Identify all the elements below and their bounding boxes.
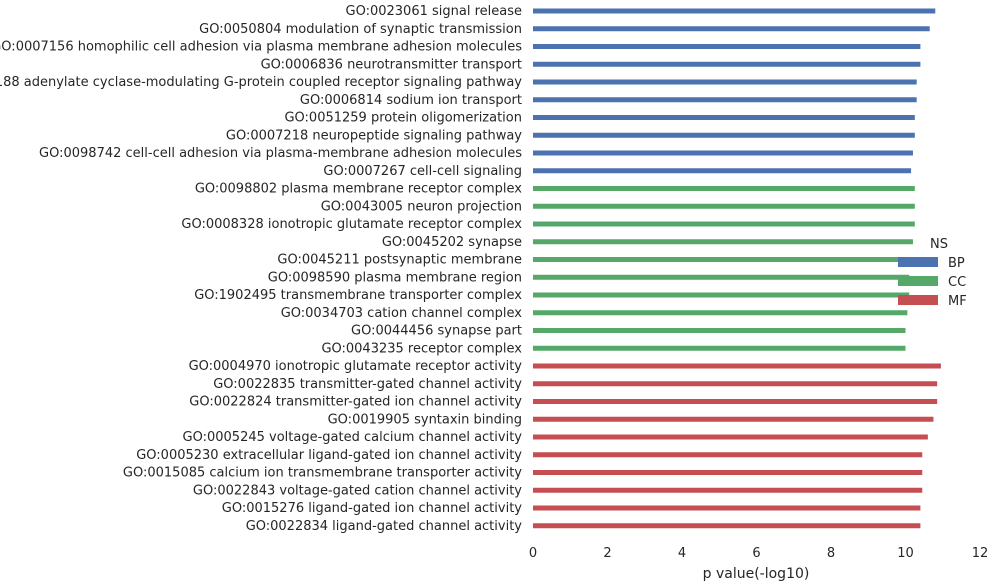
category-label: GO:0022843 voltage-gated cation channel …	[193, 483, 522, 498]
bar-cc	[533, 328, 906, 333]
bar-bp	[533, 97, 917, 103]
x-tick-label: 6	[752, 546, 760, 561]
x-axis-ticks: 0 2 4 6 8 10 12	[529, 546, 988, 561]
bar-cc	[533, 239, 913, 245]
legend-swatch-cc	[898, 276, 938, 286]
bar-cc	[533, 257, 912, 262]
x-tick-label: 4	[678, 546, 686, 561]
category-label: GO:0005245 voltage-gated calcium channel…	[183, 430, 523, 445]
x-axis-title: p value(-log10)	[703, 566, 810, 582]
category-label: GO:0007267 cell-cell signaling	[323, 164, 522, 179]
category-labels: GO:0023061 signal release GO:0050804 modu…	[0, 4, 522, 534]
bar-mf	[533, 381, 938, 387]
bar-cc	[533, 292, 910, 298]
category-label: GO:1902495 transmembrane transporter com…	[194, 288, 522, 303]
category-label: GO:0006814 sodium ion transport	[300, 93, 522, 108]
bar-mf	[533, 452, 923, 458]
x-tick-label: 2	[603, 546, 611, 561]
category-label: GO:0050804 modulation of synaptic transm…	[199, 22, 522, 37]
bar-cc	[533, 203, 915, 209]
category-label: GO:0007156 homophilic cell adhesion via …	[0, 40, 522, 55]
bar-mf	[533, 470, 923, 475]
bar-bp	[533, 8, 936, 14]
category-label: GO:0051259 protein oligomerization	[284, 111, 522, 126]
bar-bp	[533, 26, 930, 32]
bar-mf	[533, 399, 938, 404]
x-tick-label: 10	[897, 546, 914, 561]
category-label: GO:0043005 neuron projection	[321, 199, 522, 214]
category-label: GO:0015085 calcium ion transmembrane tra…	[123, 466, 522, 481]
category-label: GO:0023061 signal release	[346, 4, 522, 19]
category-label: GO:0043235 receptor complex	[321, 341, 522, 356]
legend-label-bp: BP	[948, 256, 965, 271]
category-label: GO:0015276 ligand-gated ion channel acti…	[222, 501, 523, 516]
bar-bp	[533, 44, 921, 49]
legend: NS BP CC MF	[898, 237, 967, 309]
bar-bp	[533, 61, 921, 67]
bar-cc	[533, 186, 915, 191]
category-label: GO:0008328 ionotropic glutamate receptor…	[181, 217, 522, 232]
category-label: GO:0022824 transmitter-gated ion channel…	[189, 395, 522, 410]
category-label: GO:0045211 postsynaptic membrane	[277, 253, 522, 268]
legend-swatch-mf	[898, 295, 938, 305]
bar-cc	[533, 310, 908, 316]
category-label: GO:0044456 synapse part	[351, 324, 522, 339]
bar-bp	[533, 79, 917, 85]
category-label: GO:0022834 ligand-gated channel activity	[246, 519, 523, 534]
bar-mf	[533, 363, 941, 369]
bar-bp	[533, 168, 912, 174]
x-tick-label: 8	[827, 546, 835, 561]
category-label: GO:0019905 syntaxin binding	[328, 412, 522, 427]
legend-label-cc: CC	[948, 275, 966, 290]
legend-title: NS	[930, 237, 948, 252]
category-label: GO:0045202 synapse	[382, 235, 522, 250]
category-label: GO:0022835 transmitter-gated channel act…	[213, 377, 522, 392]
category-label: GO:0004970 ionotropic glutamate receptor…	[189, 359, 523, 374]
category-label: GO:0098742 cell-cell adhesion via plasma…	[39, 146, 522, 161]
bar-mf	[533, 434, 928, 440]
bar-mf	[533, 523, 921, 529]
bars-layer	[533, 8, 941, 529]
category-label: GO:0098802 plasma membrane receptor comp…	[195, 182, 522, 197]
category-label: GO:0007218 neuropeptide signaling pathwa…	[226, 128, 522, 143]
category-label: GO:0034703 cation channel complex	[281, 306, 523, 321]
bar-mf	[533, 505, 921, 511]
x-tick-label: 0	[529, 546, 537, 561]
bar-bp	[533, 132, 915, 138]
bar-mf	[533, 416, 934, 422]
bar-bp	[533, 150, 913, 156]
category-label: GO:0005230 extracellular ligand-gated io…	[136, 448, 522, 463]
bar-bp	[533, 115, 915, 120]
bar-cc	[533, 221, 915, 227]
legend-label-mf: MF	[948, 294, 967, 309]
bar-mf	[533, 487, 923, 493]
category-label: GO:0098590 plasma membrane region	[268, 270, 522, 285]
bar-cc	[533, 274, 910, 280]
category-label: GO:0006836 neurotransmitter transport	[261, 57, 522, 72]
bar-cc	[533, 345, 906, 351]
x-tick-label: 12	[972, 546, 989, 561]
legend-swatch-bp	[898, 257, 938, 267]
category-label: GO:0007188 adenylate cyclase-modulating …	[0, 75, 522, 90]
